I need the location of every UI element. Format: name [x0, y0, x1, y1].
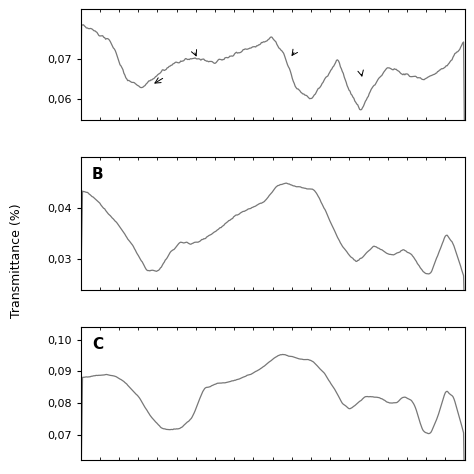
Text: C: C — [92, 337, 103, 352]
Text: B: B — [92, 167, 104, 182]
Text: Transmittance (%): Transmittance (%) — [10, 203, 23, 318]
